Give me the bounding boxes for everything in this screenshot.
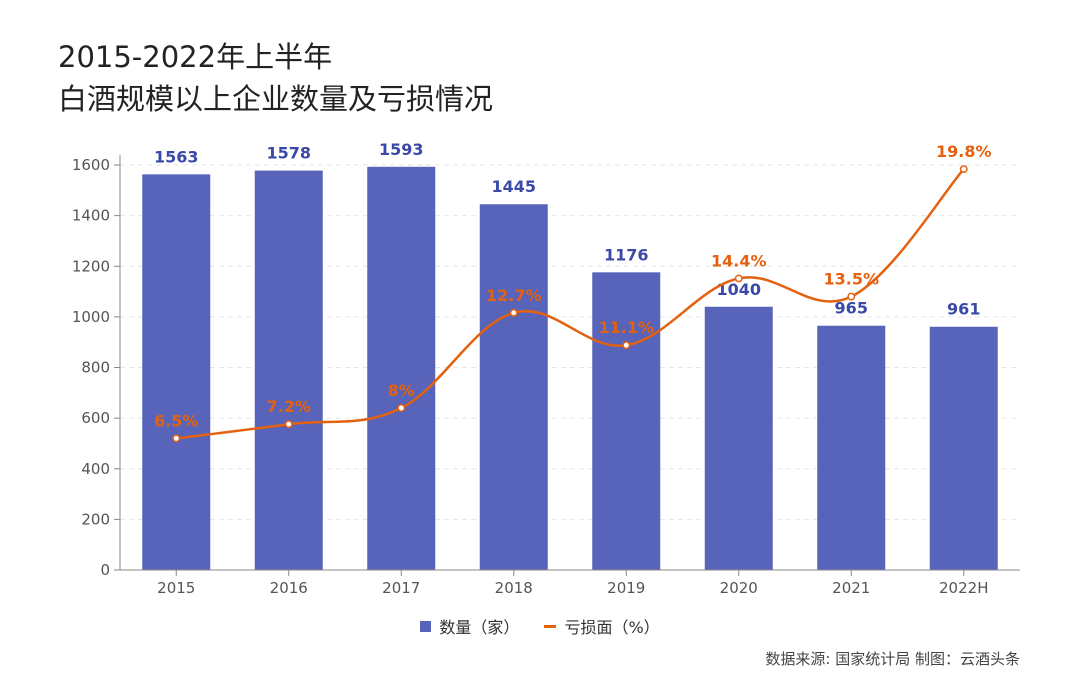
x-tick-label: 2022H (939, 579, 988, 597)
bar (929, 326, 998, 570)
x-tick-label: 2016 (270, 579, 308, 597)
bar-value-label: 1176 (604, 245, 649, 264)
loss-rate-point (172, 434, 181, 443)
bar (704, 306, 773, 570)
legend-bar-swatch-icon (420, 621, 432, 632)
y-tick-label: 200 (81, 510, 110, 528)
bar-value-label: 961 (947, 300, 980, 319)
bar (254, 170, 323, 570)
y-tick-label: 1200 (72, 257, 110, 275)
loss-rate-point (959, 165, 968, 174)
bar-value-label: 1593 (379, 140, 424, 159)
x-tick-label: 2017 (382, 579, 420, 597)
loss-rate-label: 12.7% (486, 286, 542, 305)
x-tick-label: 2015 (157, 579, 195, 597)
x-tick-label: 2021 (832, 579, 870, 597)
y-tick-label: 800 (81, 359, 110, 377)
bar (479, 204, 548, 570)
bar (142, 174, 211, 570)
x-tick-label: 2018 (495, 579, 533, 597)
bar (367, 166, 436, 570)
loss-rate-point (397, 404, 406, 412)
legend-item-line: 亏损面（%） (544, 614, 660, 638)
y-tick-label: 1600 (72, 156, 110, 174)
bar-value-label: 1578 (266, 144, 311, 163)
legend: 数量（家） 亏损面（%） (0, 614, 1080, 638)
loss-rate-label: 19.8% (936, 142, 992, 161)
bar-value-label: 965 (835, 299, 868, 318)
loss-rate-label: 6.5% (154, 411, 198, 430)
y-tick-label: 400 (81, 460, 110, 478)
y-tick-label: 600 (81, 409, 110, 427)
chart-title-line1: 2015-2022年上半年 (58, 40, 333, 74)
y-tick-label: 1000 (72, 308, 110, 326)
x-tick-label: 2019 (607, 579, 645, 597)
bar-value-label: 1040 (716, 280, 761, 299)
legend-line-label: 亏损面（%） (564, 618, 660, 637)
loss-rate-label: 8% (388, 381, 415, 400)
chart-title-line2: 白酒规模以上企业数量及亏损情况 (58, 82, 494, 116)
source-note: 数据来源: 国家统计局 制图：云酒头条 (765, 650, 1020, 668)
loss-rate-point (622, 341, 631, 350)
bar-value-label: 1445 (491, 177, 536, 196)
loss-rate-label: 13.5% (823, 270, 879, 289)
bar (817, 325, 886, 570)
loss-rate-label: 11.1% (598, 318, 654, 337)
chart-title: 2015-2022年上半年 白酒规模以上企业数量及亏损情况 (58, 36, 493, 120)
x-tick-label: 2020 (720, 579, 758, 597)
loss-rate-label: 14.4% (711, 251, 767, 270)
loss-rate-label: 7.2% (267, 397, 311, 416)
loss-rate-point (284, 420, 293, 429)
loss-rate-point (509, 308, 518, 317)
y-tick-label: 1400 (72, 207, 110, 225)
legend-line-swatch-icon (544, 625, 557, 628)
bar (592, 272, 661, 570)
loss-rate-point (847, 292, 856, 301)
loss-rate-point (734, 274, 743, 283)
legend-bar-label: 数量（家） (439, 618, 520, 637)
legend-item-bar: 数量（家） (420, 614, 519, 638)
y-tick-label: 0 (100, 561, 110, 579)
bar-value-label: 1563 (154, 147, 199, 166)
